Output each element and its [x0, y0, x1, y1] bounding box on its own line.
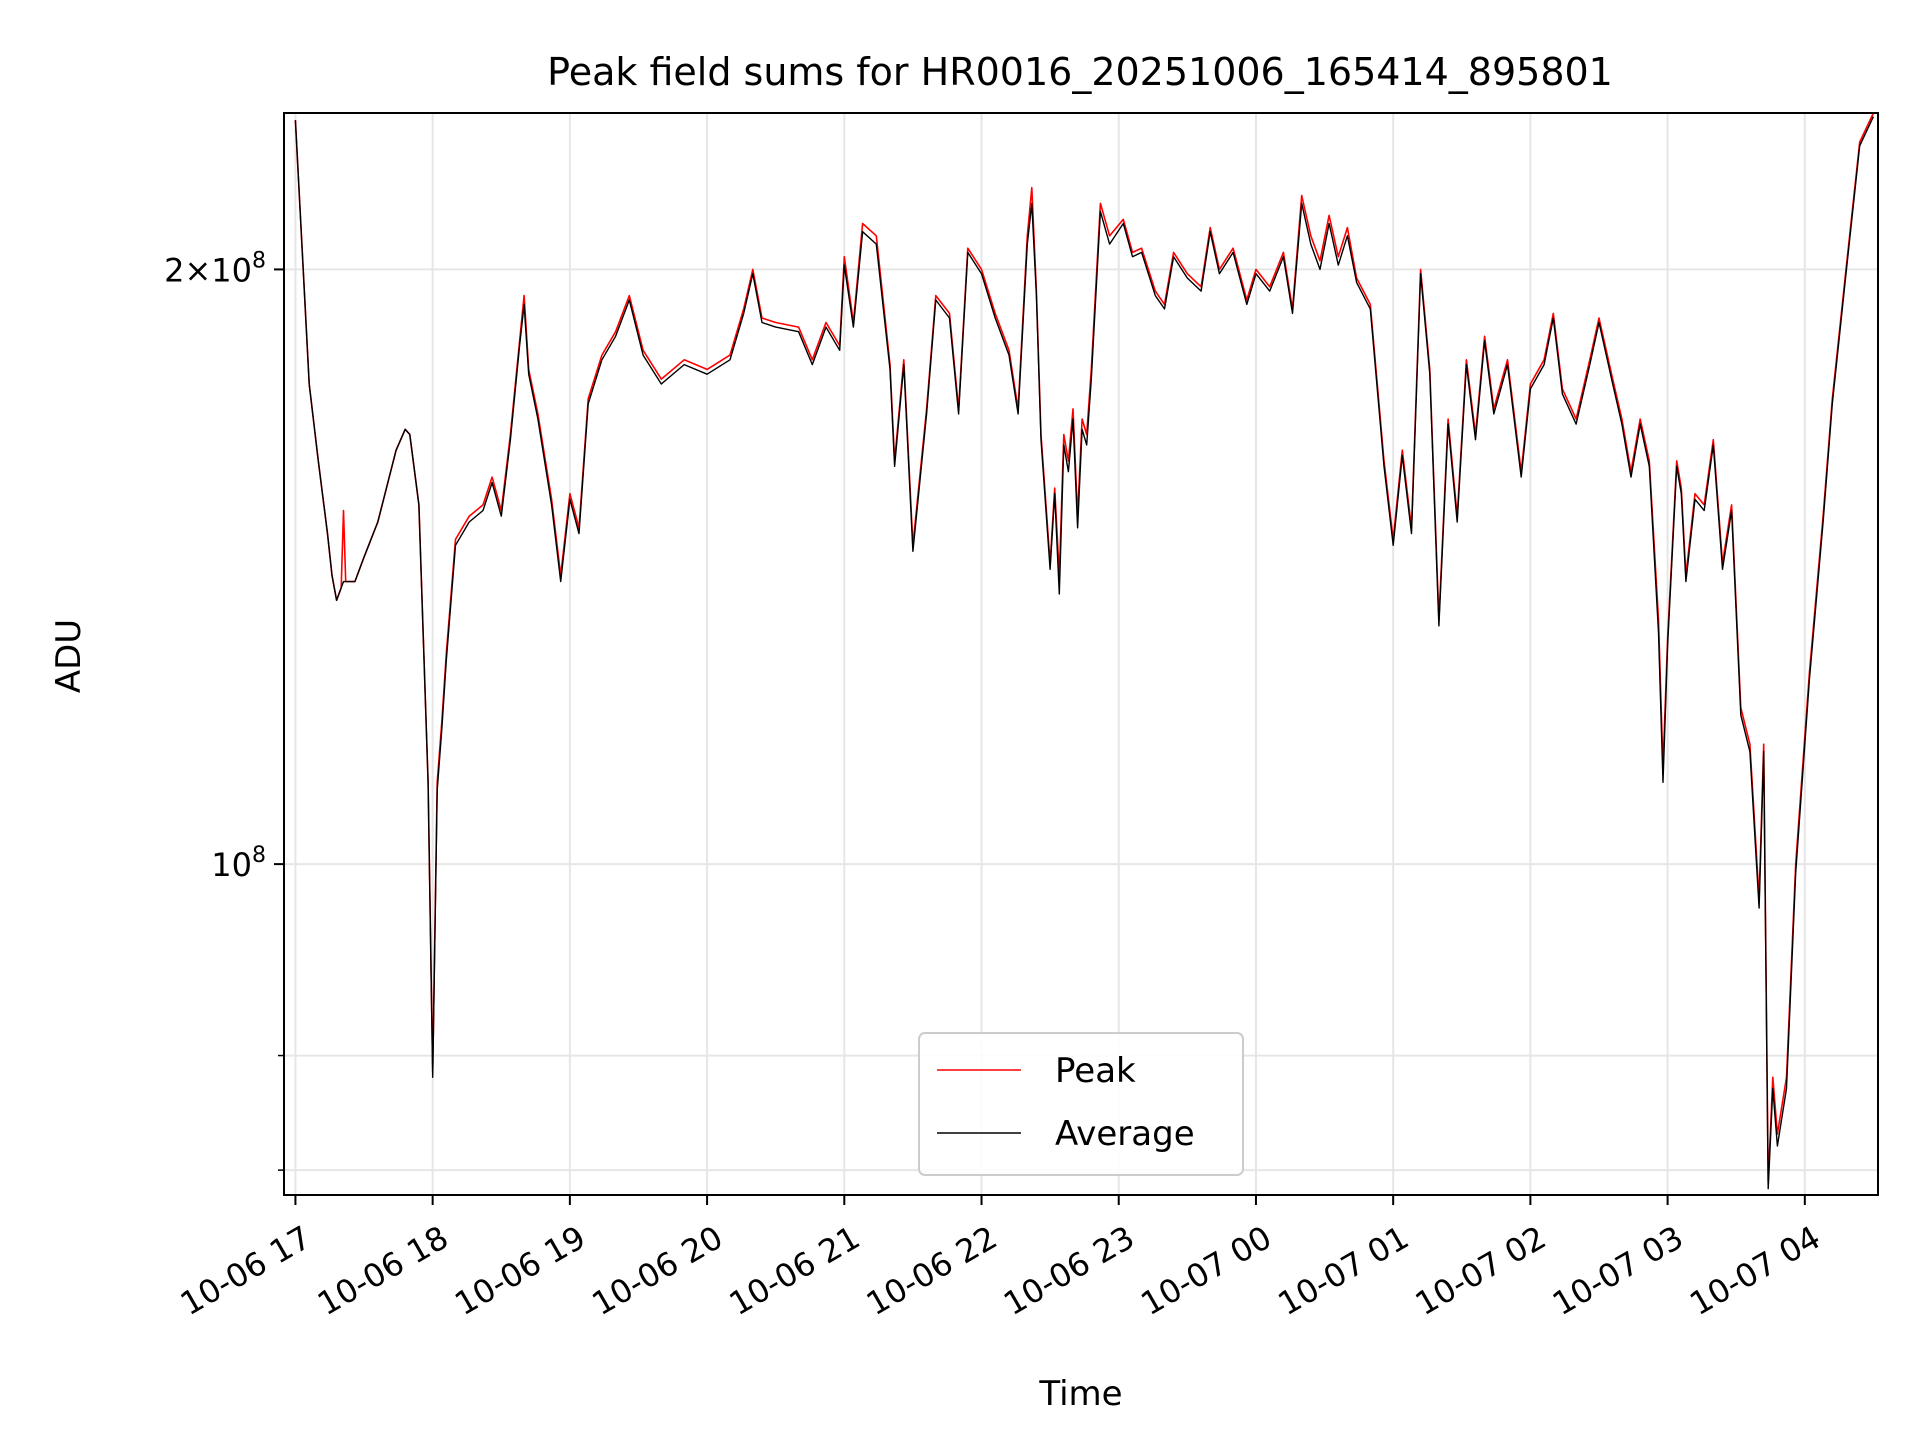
legend-box [918, 1032, 1244, 1176]
legend-label-average: Average [1055, 1114, 1195, 1154]
y-axis-label: ADU [49, 619, 89, 693]
plot-frame [283, 112, 1879, 1196]
series-layer [294, 112, 1875, 1190]
legend: Peak Average [918, 1032, 1244, 1176]
legend-label-peak: Peak [1055, 1051, 1136, 1091]
chart-title: Peak field sums for HR0016_20251006_1654… [547, 50, 1613, 94]
series-line-average [294, 116, 1875, 1190]
y-tick-label: 2×108 [164, 248, 266, 289]
y-tick-label: 108 [211, 843, 266, 884]
x-axis-label: Time [1038, 1374, 1122, 1414]
y-axis: 108 2×108 [164, 248, 284, 1171]
